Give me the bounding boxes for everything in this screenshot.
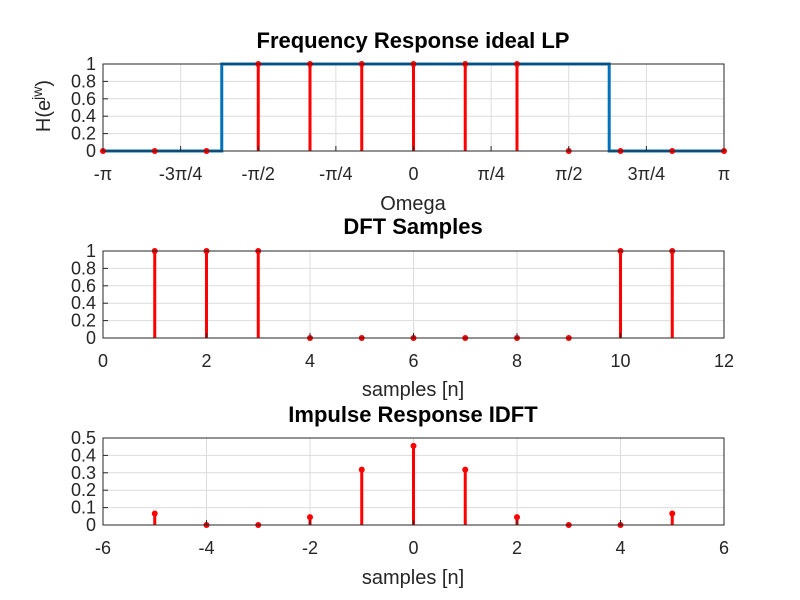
impulse-response-stem-marker [358,466,365,473]
frequency-response-y-tick-label: 1 [86,54,96,74]
impulse-response-x-tick-label: -6 [95,538,111,558]
dft-samples-y-tick-label: 1 [86,241,96,261]
frequency-response-x-tick-label: -π [94,164,112,184]
dft-samples-x-tick-label: 8 [512,351,522,371]
impulse-response-plot: Impulse Response IDFT -6 -4 -2 0 2 4 600.10.20… [71,402,729,589]
impulse-response-stem-marker [151,510,158,517]
frequency-response-x-tick-label: π [718,164,730,184]
frequency-response-plot: Frequency Response ideal LP -π -3π/4 -π/2 -… [29,28,730,215]
dft-samples-plot: DFT Samples 0 2 4 6 8 10 12 00.20.40.60.81 samp… [71,214,734,401]
impulse-response-y-tick-label: 0.5 [71,428,96,448]
frequency-response-y-tick-label: 0.6 [71,89,96,109]
impulse-response-x-tick-label: -2 [302,538,318,558]
dft-samples-y-tick-label: 0.2 [71,311,96,331]
frequency-response-ylabel-base: H(e [33,100,55,132]
frequency-response-xlabel: Omega [380,193,446,215]
frequency-response-title: Frequency Response ideal LP [257,28,570,53]
dft-samples-x-tick-label: 4 [305,351,315,371]
frequency-response-y-tick-label: 0.8 [71,71,96,91]
dft-samples-x-tick-label: 2 [201,351,211,371]
impulse-response-y-tick-label: 0.1 [71,498,96,518]
impulse-response-x-tick-label: 2 [512,538,522,558]
dft-samples-xlabel: samples [n] [362,379,464,401]
frequency-response-x-tick-label: -π/4 [319,164,352,184]
impulse-response-stem-marker [307,514,313,521]
dft-samples-y-tick-label: 0.6 [71,276,96,296]
frequency-response-x-tick-label: π/4 [477,164,504,184]
impulse-response-y-tick-label: 0.3 [71,463,96,483]
frequency-response-ylabel: H(ejw) [29,80,55,132]
impulse-response-x-tick-label: 4 [615,538,625,558]
frequency-response-y-tick-label: 0.4 [71,106,96,126]
impulse-response-xlabel: samples [n] [362,567,464,589]
dft-samples-x-tick-label: 12 [714,351,734,371]
frequency-response-ylabel-close: ) [33,80,55,87]
impulse-response-x-tick-label: 0 [408,538,418,558]
dft-samples-y-tick-label: 0.8 [71,258,96,278]
frequency-response-y-tick-label: 0.2 [71,124,96,144]
frequency-response-x-tick-label: -π/2 [242,164,275,184]
frequency-response-x-tick-label: 3π/4 [628,164,665,184]
impulse-response-stem-marker [462,466,469,473]
dft-samples-x-tick-label: 0 [98,351,108,371]
impulse-response-y-tick-label: 0.2 [71,480,96,500]
impulse-response-x-tick-label: -4 [198,538,214,558]
frequency-response-y-tick-label: 0 [86,141,96,161]
impulse-response-stem-marker [514,514,520,521]
dft-samples-x-tick-label: 6 [408,351,418,371]
dft-samples-y-tick-label: 0 [86,328,96,348]
impulse-response-stem-marker [669,510,676,517]
impulse-response-title: Impulse Response IDFT [288,402,538,427]
frequency-response-ylabel-superscript: jw [29,86,45,101]
impulse-response-x-tick-label: 6 [719,538,729,558]
dft-samples-title: DFT Samples [343,214,482,239]
frequency-response-x-tick-label: -3π/4 [159,164,202,184]
impulse-response-y-tick-label: 0 [86,515,96,535]
dft-samples-y-tick-label: 0.4 [71,293,96,313]
impulse-response-stem-marker [410,442,417,449]
impulse-response-y-tick-label: 0.4 [71,445,96,465]
dft-samples-x-tick-label: 10 [610,351,630,371]
frequency-response-x-tick-label: π/2 [555,164,582,184]
frequency-response-x-tick-label: 0 [408,164,418,184]
